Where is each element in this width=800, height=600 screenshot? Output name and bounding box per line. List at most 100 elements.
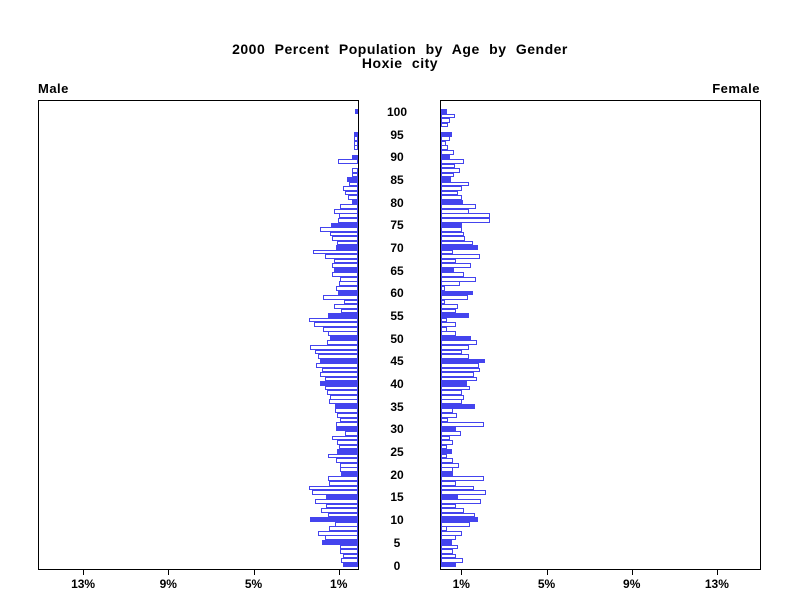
male-bar-age-55 — [328, 313, 358, 318]
male-bar-age-27 — [336, 440, 358, 445]
male-bar-age-35 — [334, 403, 358, 409]
male-bar-age-8 — [329, 526, 358, 532]
female-bar-age-13 — [441, 503, 456, 509]
male-pct-tick-1 — [338, 569, 340, 575]
male-bar-age-44 — [316, 363, 358, 368]
female-bar-age-30 — [441, 426, 456, 432]
male-bar-age-47 — [315, 349, 358, 355]
age-tick-label-10: 10 — [390, 513, 404, 528]
male-bar-age-6 — [325, 535, 358, 541]
female-bar-age-20 — [441, 471, 453, 477]
male-bar-age-38 — [327, 390, 358, 395]
male-bar-age-29 — [345, 431, 358, 436]
male-bar-age-13 — [326, 503, 358, 509]
age-tick-label-75: 75 — [390, 218, 404, 233]
male-pct-tick-label-5: 5% — [244, 577, 263, 591]
female-bar-age-0 — [441, 562, 456, 568]
male-bar-age-7 — [317, 530, 358, 536]
female-bar-age-97 — [441, 122, 449, 128]
female-bar-age-89 — [441, 159, 465, 164]
female-bar-age-80 — [441, 199, 464, 205]
age-tick-label-70: 70 — [390, 241, 404, 256]
female-pct-tick-label-5: 5% — [537, 577, 556, 591]
age-tick-label-15: 15 — [390, 490, 404, 505]
male-pct-tick-label-9: 9% — [159, 577, 177, 591]
age-tick-label-65: 65 — [390, 263, 404, 278]
male-bar-age-100 — [354, 109, 358, 114]
male-pct-tick-label-13: 13% — [71, 577, 96, 591]
male-bar-age-86 — [351, 172, 358, 178]
male-bar-age-39 — [325, 385, 358, 391]
female-bar-age-9 — [441, 521, 470, 527]
female-bar-age-53 — [441, 322, 456, 327]
male-bar-age-75 — [331, 222, 358, 228]
female-bar-age-93 — [441, 140, 447, 146]
female-bar-age-60 — [441, 290, 473, 296]
male-bar-age-78 — [333, 208, 358, 214]
female-bar-age-86 — [441, 172, 454, 178]
female-bar-age-72 — [441, 236, 466, 241]
female-bar-age-51 — [441, 331, 456, 337]
female-bar-age-70 — [441, 245, 479, 250]
female-bar-age-64 — [441, 272, 465, 278]
female-pct-tick-label-9: 9% — [623, 577, 641, 591]
female-bar-age-3 — [441, 549, 453, 554]
female-bar-age-77 — [441, 213, 490, 219]
male-bar-age-49 — [327, 340, 358, 346]
female-bar-age-82 — [441, 190, 459, 196]
male-bar-age-31 — [335, 422, 358, 427]
female-bar-age-27 — [441, 440, 453, 445]
male-bar-age-4 — [339, 544, 358, 550]
male-bar-age-23 — [335, 458, 358, 464]
male-pct-tick-5 — [253, 569, 255, 575]
female-bar-age-98 — [441, 118, 450, 123]
male-bar-age-69 — [313, 249, 358, 255]
female-bar-age-14 — [441, 499, 482, 504]
male-bar-age-33 — [336, 412, 358, 418]
female-bar-age-39 — [441, 385, 470, 391]
age-tick-label-95: 95 — [390, 127, 404, 142]
male-bar-age-68 — [325, 254, 358, 259]
female-bar-age-54 — [441, 317, 448, 323]
age-tick-label-85: 85 — [390, 173, 404, 188]
male-bar-age-82 — [345, 190, 358, 196]
male-bar-age-67 — [333, 258, 358, 264]
male-pct-tick-9 — [168, 569, 170, 575]
female-bar-age-11 — [441, 512, 476, 518]
male-bar-age-92 — [353, 145, 358, 151]
female-bar-age-62 — [441, 281, 461, 287]
male-bar-age-14 — [315, 499, 358, 504]
female-bar-age-65 — [441, 267, 454, 273]
age-tick-label-55: 55 — [390, 309, 404, 324]
male-bar-age-17 — [309, 485, 358, 491]
female-bar-age-91 — [441, 149, 454, 155]
female-bar-age-7 — [441, 530, 463, 536]
female-bar-age-5 — [441, 539, 452, 545]
female-bar-age-95 — [441, 131, 452, 137]
chart-title-line2: Hoxie city — [361, 55, 439, 71]
female-bar-age-68 — [441, 254, 481, 259]
female-bar-age-21 — [441, 467, 453, 473]
female-bar-age-45 — [441, 358, 485, 364]
female-pct-tick-13 — [716, 569, 718, 575]
female-bar-age-73 — [441, 231, 465, 237]
male-bar-age-95 — [353, 131, 358, 137]
female-bar-age-85 — [441, 177, 451, 182]
female-bar-age-74 — [441, 227, 463, 232]
female-pct-tick-1 — [461, 569, 463, 575]
male-bar-age-80 — [351, 199, 358, 205]
male-bar-age-70 — [335, 245, 358, 250]
female-bar-age-43 — [441, 367, 481, 373]
male-bar-age-66 — [332, 263, 358, 269]
age-tick-label-40: 40 — [390, 377, 404, 392]
male-bar-age-77 — [338, 213, 358, 219]
female-bar-age-58 — [441, 299, 446, 305]
male-bar-age-26 — [338, 444, 358, 450]
female-bar-age-79 — [441, 204, 477, 210]
female-bar-age-8 — [441, 526, 448, 532]
female-panel-label: Female — [712, 81, 760, 96]
chart-title: 2000 Percent Population by Age by Gender… — [0, 42, 800, 70]
age-tick-label-60: 60 — [390, 286, 404, 301]
male-bar-age-64 — [332, 272, 358, 278]
female-bar-age-32 — [441, 417, 449, 423]
